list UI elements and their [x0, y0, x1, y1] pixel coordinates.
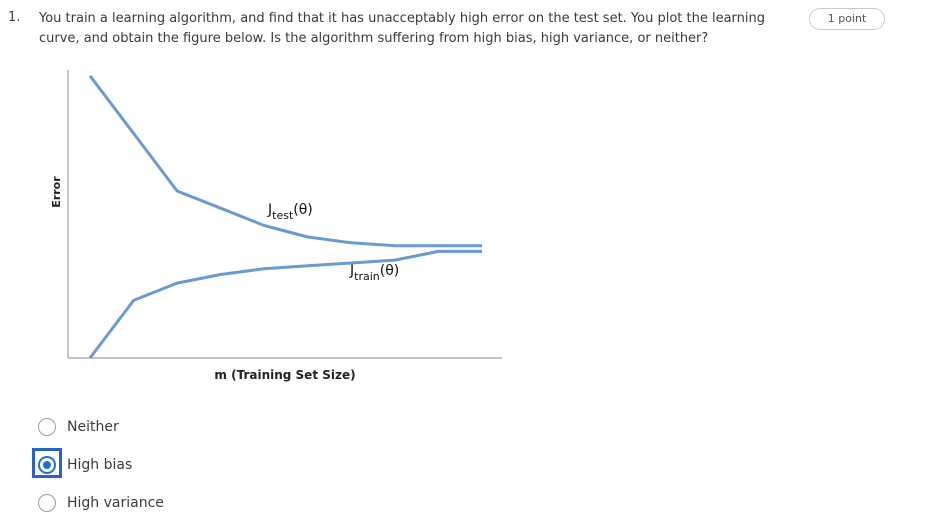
option-label-neither: Neither	[67, 419, 119, 435]
option-label-high-variance: High variance	[67, 495, 164, 511]
option-high-bias[interactable]: High bias	[32, 446, 164, 484]
test-error-curve	[88, 74, 482, 248]
option-label-high-bias: High bias	[67, 457, 133, 473]
radio-high-variance[interactable]	[38, 494, 56, 512]
series-layer	[88, 74, 482, 359]
radio-high-bias[interactable]	[38, 456, 56, 474]
test-series-label: Jtest(θ)	[267, 202, 313, 222]
train-error-curve	[88, 249, 482, 359]
radio-neither[interactable]	[38, 418, 56, 436]
question-number: 1.	[8, 10, 21, 25]
question-text: You train a learning algorithm, and find…	[39, 11, 766, 46]
focus-ring	[32, 448, 62, 478]
learning-curve-chart: Error m (Training Set Size) Jtest(θ) Jtr…	[40, 60, 520, 390]
x-axis-label: m (Training Set Size)	[214, 368, 355, 382]
points-badge: 1 point	[809, 8, 885, 30]
y-axis-label: Error	[50, 176, 63, 208]
answer-options: Neither High bias High variance	[32, 408, 164, 522]
learning-curve-svg: Error m (Training Set Size) Jtest(θ) Jtr…	[50, 70, 502, 382]
option-high-variance[interactable]: High variance	[34, 484, 164, 522]
option-neither[interactable]: Neither	[34, 408, 164, 446]
train-series-label: Jtrain(θ)	[349, 263, 399, 283]
